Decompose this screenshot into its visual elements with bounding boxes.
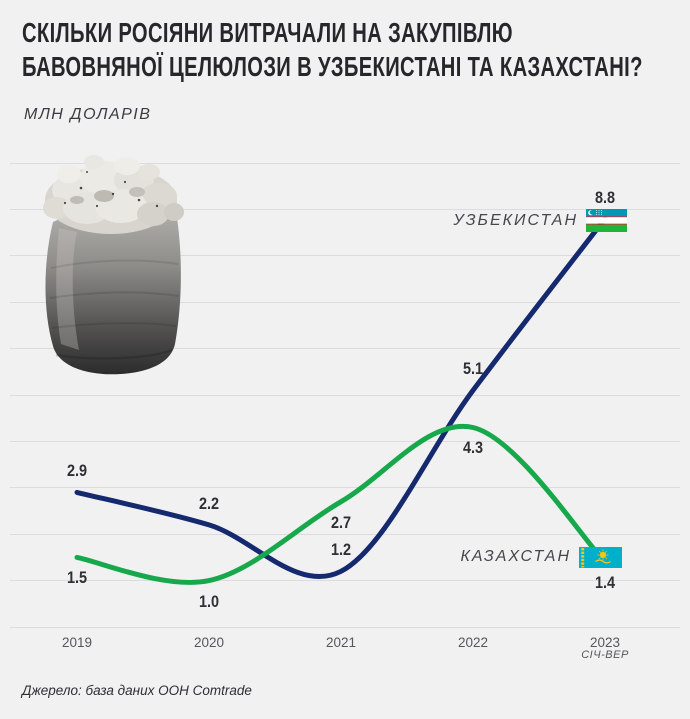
kazakhstan-series-label: КАЗАХСТАН [460, 548, 571, 565]
gridline [10, 208, 680, 210]
gridline [10, 533, 680, 535]
source-credit: Джерело: база даних ООН Comtrade [22, 683, 252, 698]
узбекистан-line [74, 216, 608, 580]
value-label-0-2021: 1.2 [330, 540, 352, 560]
title-line-1: СКІЛЬКИ РОСІЯНИ ВИТРАЧАЛИ НА ЗАКУПІВЛЮ [22, 17, 513, 48]
value-label-1-2019: 1.5 [66, 568, 88, 588]
gridline [10, 394, 680, 396]
value-label-0-2022: 5.1 [462, 359, 484, 379]
kazakhstan-flag-icon [579, 547, 622, 568]
x-tick-2023: 2023 [589, 635, 621, 650]
value-label-0-2020: 2.2 [198, 493, 220, 513]
value-label-0-2023: 8.8 [594, 187, 616, 207]
x-tick-2020: 2020 [193, 635, 225, 650]
gridline [10, 255, 680, 257]
value-label-0-2019: 2.9 [66, 461, 88, 481]
uzbekistan-series-label: УЗБЕКИСТАН [453, 212, 578, 229]
gridline [10, 348, 680, 350]
x-tick-2021: 2021 [325, 635, 357, 650]
value-label-1-2023: 1.4 [594, 573, 616, 593]
uzbekistan-flag-icon [586, 209, 627, 232]
value-label-1-2020: 1.0 [198, 591, 220, 611]
gridline [10, 626, 680, 628]
gridline [10, 487, 680, 489]
gridline [10, 162, 680, 164]
title-line-2: БАВОВНЯНОЇ ЦЕЛЮЛОЗИ В УЗБЕКИСТАНІ ТА КАЗ… [22, 51, 643, 82]
x-axis-period-note: СІЧ-ВЕР [581, 649, 629, 661]
units-subtitle: МЛН ДОЛАРІВ [24, 106, 152, 123]
gridline [10, 440, 680, 442]
казахстан-line [74, 423, 608, 585]
cotton-pulp-bale-image [43, 155, 184, 375]
gridline [10, 580, 680, 582]
gridline [10, 301, 680, 303]
value-label-1-2021: 2.7 [330, 512, 352, 532]
x-tick-2022: 2022 [457, 635, 489, 650]
value-label-1-2022: 4.3 [462, 438, 484, 458]
x-tick-2019: 2019 [61, 635, 93, 650]
page-title: СКІЛЬКИ РОСІЯНИ ВИТРАЧАЛИ НА ЗАКУПІВЛЮ Б… [22, 16, 643, 84]
